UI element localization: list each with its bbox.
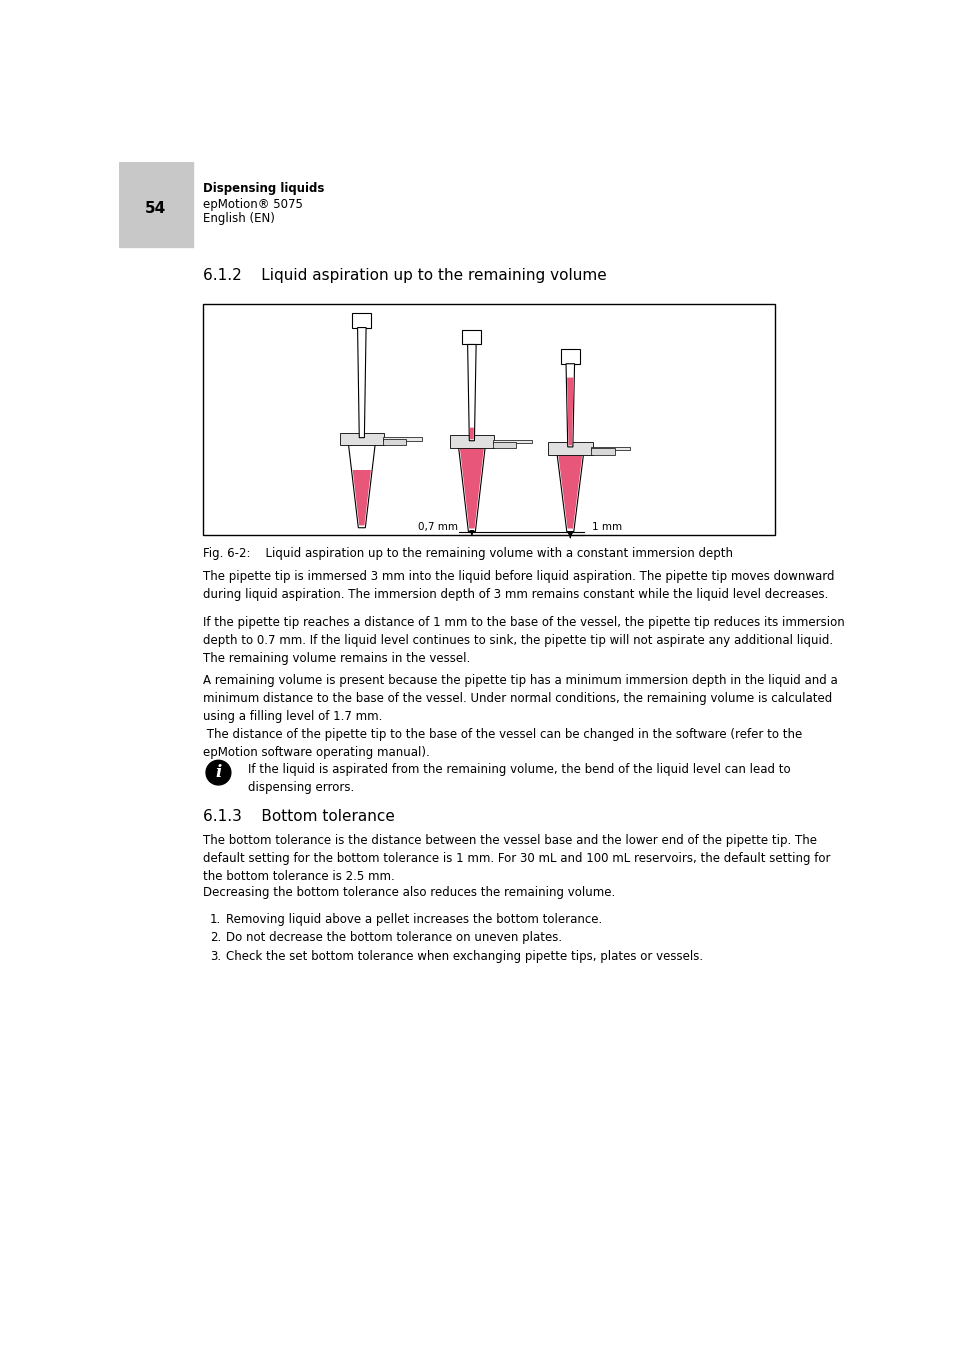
Text: 6.1.2    Liquid aspiration up to the remaining volume: 6.1.2 Liquid aspiration up to the remain… [203,269,606,284]
Bar [382,439,406,446]
Bar [119,162,193,247]
Text: 0,7 mm: 0,7 mm [417,522,457,532]
Text: If the liquid is aspirated from the remaining volume, the bend of the liquid lev: If the liquid is aspirated from the rema… [248,763,790,794]
Polygon shape [348,439,375,528]
Polygon shape [353,470,371,525]
Polygon shape [556,448,583,532]
Bar [203,305,774,536]
Text: i: i [215,764,221,782]
Text: 2.: 2. [210,931,221,944]
Bar [382,437,421,441]
Text: 3.: 3. [210,949,221,963]
Bar [560,350,579,363]
Text: Decreasing the bottom tolerance also reduces the remaining volume.: Decreasing the bottom tolerance also red… [203,886,615,899]
Bar [555,444,585,448]
Bar [456,437,487,441]
Text: epMotion® 5075: epMotion® 5075 [203,198,302,211]
Text: Fig. 6-2:    Liquid aspiration up to the remaining volume with a constant immers: Fig. 6-2: Liquid aspiration up to the re… [203,547,732,560]
Bar [346,435,376,439]
Bar [339,433,384,446]
Circle shape [206,760,231,784]
Bar [492,441,516,448]
Text: The bottom tolerance is the distance between the vessel base and the lower end o: The bottom tolerance is the distance bet… [203,834,829,883]
Text: 6.1.3    Bottom tolerance: 6.1.3 Bottom tolerance [203,809,395,824]
Polygon shape [457,441,485,532]
Text: The pipette tip is immersed 3 mm into the liquid before liquid aspiration. The p: The pipette tip is immersed 3 mm into th… [203,570,834,601]
Bar [547,443,592,455]
Bar [591,447,630,451]
Text: A remaining volume is present because the pipette tip has a minimum immersion de: A remaining volume is present because th… [203,674,837,724]
Polygon shape [470,428,474,439]
Bar [591,448,614,455]
Bar [352,313,371,328]
Text: English (EN): English (EN) [203,212,274,224]
Text: Removing liquid above a pellet increases the bottom tolerance.: Removing liquid above a pellet increases… [226,913,601,926]
Bar [462,329,480,344]
Polygon shape [557,448,582,528]
Text: 54: 54 [145,201,166,216]
Text: 1.: 1. [210,913,221,926]
Polygon shape [459,446,484,528]
Bar [492,440,531,443]
Text: Dispensing liquids: Dispensing liquids [203,182,324,194]
Text: If the pipette tip reaches a distance of 1 mm to the base of the vessel, the pip: If the pipette tip reaches a distance of… [203,617,843,666]
Text: The distance of the pipette tip to the base of the vessel can be changed in the : The distance of the pipette tip to the b… [203,728,801,759]
Text: 1 mm: 1 mm [592,522,621,532]
Polygon shape [565,363,574,447]
Bar [449,435,494,448]
Text: Do not decrease the bottom tolerance on uneven plates.: Do not decrease the bottom tolerance on … [226,931,561,944]
Polygon shape [467,344,476,440]
Polygon shape [566,378,573,446]
Text: Check the set bottom tolerance when exchanging pipette tips, plates or vessels.: Check the set bottom tolerance when exch… [226,949,702,963]
Polygon shape [357,328,366,437]
